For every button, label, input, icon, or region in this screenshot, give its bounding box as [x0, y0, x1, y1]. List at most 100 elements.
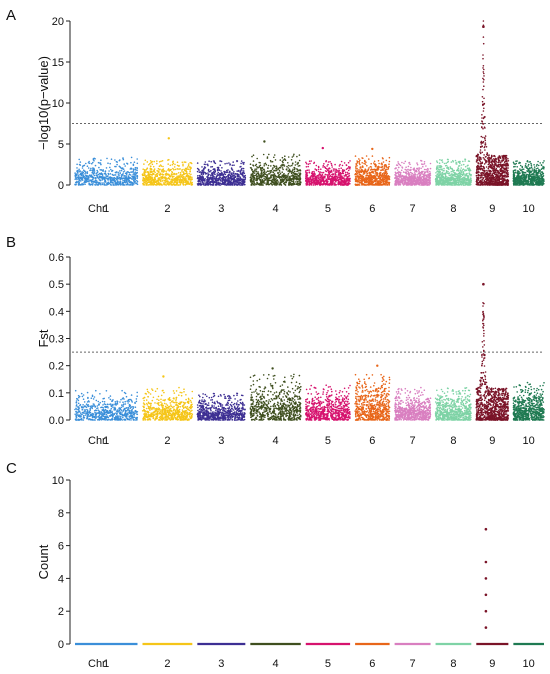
- data-point: [145, 175, 148, 177]
- data-point: [219, 164, 221, 166]
- data-point: [214, 184, 217, 186]
- data-point: [154, 174, 157, 176]
- data-point: [117, 181, 120, 183]
- data-point: [315, 164, 318, 167]
- data-point: [145, 184, 148, 186]
- data-point: [283, 165, 286, 167]
- data-point: [264, 162, 267, 165]
- data-point: [152, 178, 155, 181]
- data-point: [197, 168, 200, 171]
- data-point: [75, 183, 77, 186]
- data-point: [297, 181, 299, 183]
- data-point: [104, 181, 106, 183]
- data-point: [186, 172, 188, 175]
- data-point: [213, 171, 215, 174]
- data-point: [270, 165, 272, 167]
- data-point: [236, 178, 238, 180]
- data-point: [150, 161, 152, 164]
- data-point: [359, 159, 361, 162]
- data-point: [136, 167, 138, 170]
- data-point: [387, 177, 390, 179]
- data-point: [306, 172, 309, 174]
- data-point: [331, 178, 333, 180]
- data-point: [266, 170, 269, 172]
- data-point: [115, 160, 118, 163]
- data-point: [269, 159, 272, 162]
- data-point: [337, 180, 340, 182]
- data-point: [296, 174, 299, 176]
- data-point: [414, 169, 416, 171]
- data-point: [240, 177, 242, 180]
- data-point: [323, 163, 325, 165]
- data-point: [342, 168, 344, 171]
- data-point: [457, 169, 460, 172]
- data-point: [142, 177, 145, 179]
- data-point: [231, 168, 233, 170]
- data-point: [367, 174, 369, 177]
- data-point: [259, 168, 262, 170]
- data-point: [187, 168, 190, 171]
- data-point: [118, 183, 121, 185]
- data-point: [123, 180, 126, 182]
- data-point: [131, 182, 134, 184]
- data-point: [92, 161, 94, 164]
- data-point: [410, 166, 412, 169]
- data-point: [429, 170, 431, 173]
- data-point: [261, 169, 263, 172]
- data-point: [128, 184, 131, 186]
- data-point: [242, 174, 244, 177]
- data-point: [409, 163, 411, 166]
- data-point: [160, 180, 162, 183]
- data-point: [442, 183, 445, 185]
- data-point: [460, 164, 463, 166]
- data-point: [290, 159, 293, 161]
- data-point: [365, 174, 368, 177]
- data-point: [132, 175, 135, 177]
- data-point: [259, 164, 262, 167]
- data-point: [176, 175, 178, 178]
- data-point: [307, 178, 310, 180]
- data-point: [100, 173, 102, 175]
- data-point: [338, 174, 340, 176]
- data-point: [441, 176, 444, 178]
- data-point: [287, 175, 289, 177]
- data-point: [461, 179, 464, 181]
- data-point: [75, 177, 78, 179]
- data-point: [464, 160, 466, 162]
- data-point: [469, 184, 471, 186]
- data-point: [231, 184, 233, 186]
- data-point: [359, 174, 362, 176]
- data-point: [184, 172, 187, 175]
- data-point: [158, 178, 161, 181]
- data-point: [236, 160, 239, 162]
- data-point: [134, 177, 137, 179]
- data-point: [384, 175, 387, 178]
- data-point: [162, 173, 165, 176]
- data-point: [210, 183, 213, 186]
- data-point: [469, 177, 472, 180]
- data-point: [455, 161, 458, 164]
- data-point: [166, 180, 169, 182]
- data-point: [158, 161, 161, 163]
- data-point: [121, 182, 124, 184]
- data-point: [403, 179, 406, 182]
- data-point: [331, 171, 333, 173]
- data-point: [256, 181, 258, 184]
- data-point: [82, 183, 85, 186]
- data-point: [425, 165, 427, 167]
- data-point: [356, 176, 359, 178]
- data-point: [366, 164, 368, 167]
- data-point: [119, 172, 121, 175]
- data-point: [231, 164, 234, 167]
- data-point: [226, 179, 228, 182]
- data-point: [322, 183, 324, 185]
- data-point: [242, 162, 244, 164]
- data-point: [94, 181, 97, 184]
- data-point: [455, 184, 457, 186]
- data-point: [136, 179, 138, 182]
- data-point: [305, 171, 307, 173]
- data-point: [385, 159, 388, 162]
- data-point: [255, 183, 258, 186]
- data-point: [442, 169, 445, 172]
- data-point: [436, 167, 439, 169]
